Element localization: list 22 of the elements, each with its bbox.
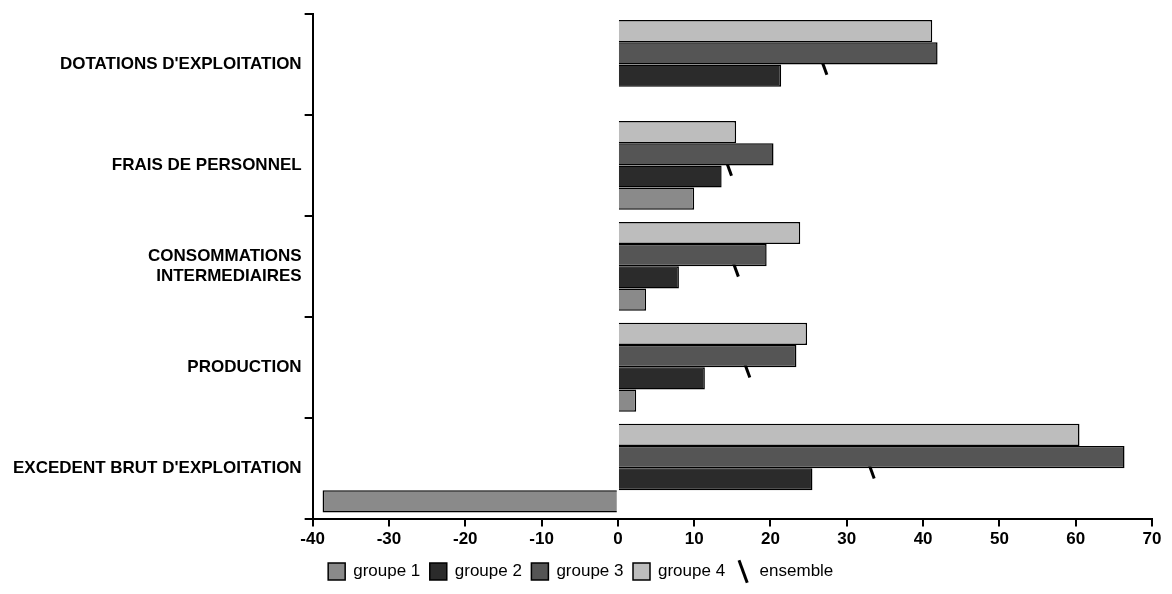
legend-label: groupe 2 bbox=[454, 561, 522, 581]
legend-label: groupe 3 bbox=[556, 561, 624, 581]
x-tick-label: 40 bbox=[913, 529, 933, 549]
y-tick-label: FRAIS DE PERSONNEL bbox=[111, 155, 302, 175]
legend-label: ensemble bbox=[759, 561, 834, 581]
x-tick-label: 70 bbox=[1142, 529, 1162, 549]
y-tick-label: EXCEDENT BRUT D'EXPLOITATION bbox=[12, 457, 302, 477]
x-tick-label: 60 bbox=[1066, 529, 1086, 549]
y-tick-label: CONSOMMATIONS INTERMEDIAIRES bbox=[148, 245, 302, 286]
x-tick-label: 20 bbox=[761, 529, 780, 549]
x-tick-label: -20 bbox=[452, 529, 478, 549]
y-tick-label: PRODUCTION bbox=[187, 356, 302, 376]
legend-label: groupe 1 bbox=[353, 561, 421, 581]
x-tick-label: 0 bbox=[613, 529, 623, 549]
x-tick-label: 30 bbox=[837, 529, 857, 549]
x-tick-label: -10 bbox=[529, 529, 554, 549]
y-tick-label: DOTATIONS D'EXPLOITATION bbox=[59, 54, 302, 74]
x-tick-label: -40 bbox=[300, 529, 325, 549]
x-tick-label: 10 bbox=[684, 529, 704, 549]
x-tick-label: 50 bbox=[989, 529, 1009, 549]
x-tick-label: -30 bbox=[376, 529, 402, 549]
legend-label: groupe 4 bbox=[658, 561, 726, 581]
